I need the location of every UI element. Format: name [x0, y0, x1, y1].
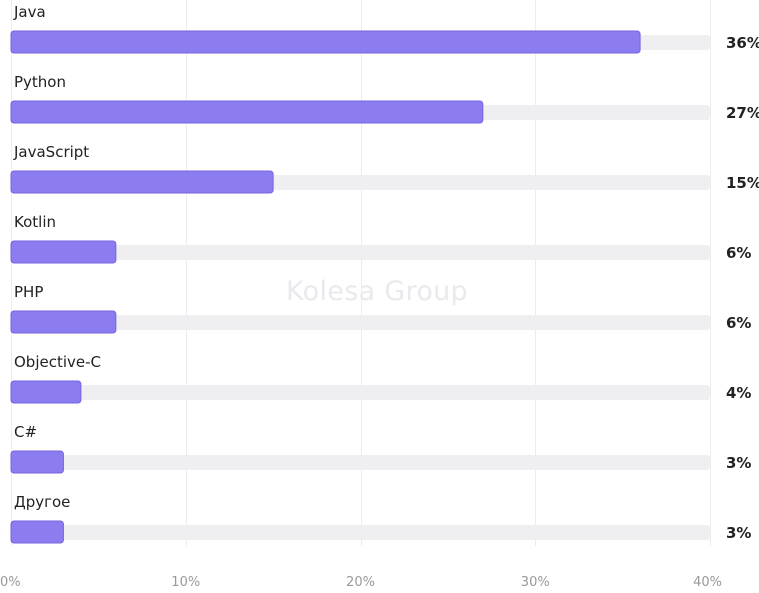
category-label: C#	[14, 423, 37, 441]
bar-track	[11, 315, 710, 330]
value-label: 6%	[726, 314, 751, 332]
bar-track	[11, 245, 710, 260]
category-label: PHP	[14, 283, 43, 301]
category-label: Python	[14, 73, 66, 91]
bar	[10, 100, 484, 124]
tick-label: 0%	[0, 575, 21, 590]
category-label: Kotlin	[14, 213, 56, 231]
bar	[10, 240, 117, 264]
tick-label: 30%	[521, 575, 550, 590]
bar-track	[11, 385, 710, 400]
bar-track	[11, 525, 710, 540]
value-label: 27%	[726, 104, 759, 122]
value-label: 4%	[726, 384, 751, 402]
tick-label: 40%	[693, 575, 722, 590]
tick-label: 10%	[171, 575, 200, 590]
bar	[10, 520, 64, 544]
category-label: Другое	[14, 493, 70, 511]
value-label: 6%	[726, 244, 751, 262]
value-label: 15%	[726, 174, 759, 192]
bar	[10, 30, 641, 54]
category-label: JavaScript	[13, 143, 89, 161]
category-label: Objective-C	[14, 353, 101, 371]
bar	[10, 170, 274, 194]
tick-label: 20%	[346, 575, 375, 590]
value-label: 36%	[726, 34, 759, 52]
value-label: 3%	[726, 524, 751, 542]
category-label: Java	[13, 3, 46, 21]
value-label: 3%	[726, 454, 751, 472]
bar-track	[11, 455, 710, 470]
bar	[10, 450, 64, 474]
bar	[10, 380, 82, 404]
bar	[10, 310, 117, 334]
